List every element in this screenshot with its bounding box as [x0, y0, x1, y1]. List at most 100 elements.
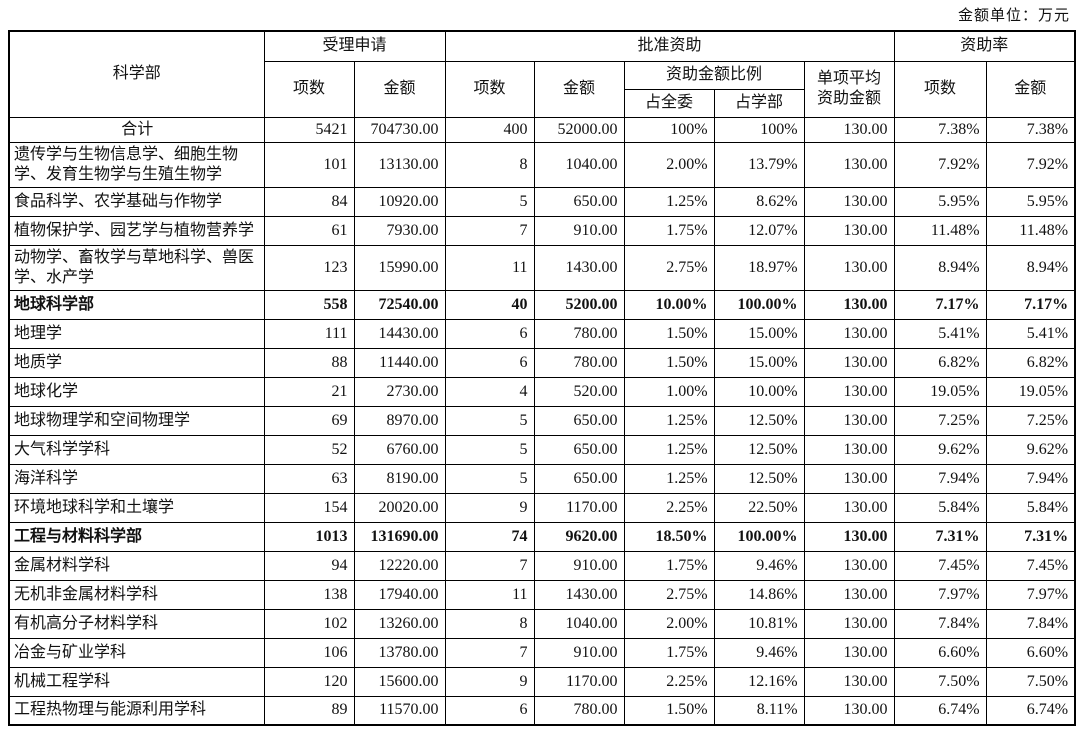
value-cell: 40 [444, 289, 535, 320]
value-cell: 130.00 [803, 289, 895, 320]
value-cell: 123 [263, 244, 355, 291]
value-cell: 650.00 [533, 434, 625, 465]
value-cell: 11.48% [893, 215, 987, 246]
value-cell: 130.00 [803, 318, 895, 349]
value-cell: 12220.00 [353, 550, 446, 581]
value-cell: 910.00 [533, 215, 625, 246]
value-cell: 7.38% [985, 116, 1076, 143]
value-cell: 6760.00 [353, 434, 446, 465]
dept-name-cell: 地球物理学和空间物理学 [8, 405, 265, 436]
value-cell: 11 [444, 244, 535, 291]
value-cell: 2730.00 [353, 376, 446, 407]
table-row: 大气科学学科 52 6760.00 5 650.00 1.25% 12.50% 130.00 9… [8, 434, 1076, 465]
value-cell: 89 [263, 695, 355, 726]
header-ratio-dept: 占学部 [713, 88, 805, 118]
value-cell: 138 [263, 579, 355, 610]
value-cell: 2.75% [623, 579, 715, 610]
value-cell: 21 [263, 376, 355, 407]
value-cell: 130.00 [803, 550, 895, 581]
header-dept: 科学部 [8, 30, 265, 118]
table-header: 科学部 受理申请 批准资助 资助率 项数 金额 项数 金额 资助金额比例 单项平… [8, 30, 1076, 118]
value-cell: 7.45% [893, 550, 987, 581]
value-cell: 1.00% [623, 376, 715, 407]
value-cell: 1040.00 [533, 141, 625, 188]
value-cell: 1.25% [623, 434, 715, 465]
value-cell: 704730.00 [353, 116, 446, 143]
value-cell: 2.00% [623, 141, 715, 188]
value-cell: 1.50% [623, 695, 715, 726]
value-cell: 5 [444, 186, 535, 217]
value-cell: 650.00 [533, 463, 625, 494]
value-cell: 111 [263, 318, 355, 349]
value-cell: 5 [444, 463, 535, 494]
value-cell: 1.25% [623, 405, 715, 436]
value-cell: 15600.00 [353, 666, 446, 697]
table-row: 动物学、畜牧学与草地科学、兽医学、水产学 123 15990.00 11 1430.00… [8, 244, 1076, 291]
header-approved-count: 项数 [444, 60, 535, 118]
section-row: 地球科学部 558 72540.00 40 5200.00 10.00% 100.00% 13… [8, 289, 1076, 320]
value-cell: 7.45% [985, 550, 1076, 581]
value-cell: 7.50% [985, 666, 1076, 697]
dept-name-cell: 合计 [8, 116, 265, 143]
table-row: 金属材料学科 94 12220.00 7 910.00 1.75% 9.46% 130.00 7… [8, 550, 1076, 581]
value-cell: 7.94% [893, 463, 987, 494]
value-cell: 7.31% [893, 521, 987, 552]
value-cell: 130.00 [803, 347, 895, 378]
value-cell: 7.92% [893, 141, 987, 188]
value-cell: 15.00% [713, 347, 805, 378]
dept-name-cell: 食品科学、农学基础与作物学 [8, 186, 265, 217]
value-cell: 106 [263, 637, 355, 668]
value-cell: 19.05% [985, 376, 1076, 407]
value-cell: 120 [263, 666, 355, 697]
value-cell: 10.81% [713, 608, 805, 639]
value-cell: 1.50% [623, 318, 715, 349]
value-cell: 130.00 [803, 463, 895, 494]
dept-name-cell: 工程热物理与能源利用学科 [8, 695, 265, 726]
value-cell: 19.05% [893, 376, 987, 407]
header-row-groups: 科学部 受理申请 批准资助 资助率 [8, 30, 1076, 118]
value-cell: 52000.00 [533, 116, 625, 143]
value-cell: 5 [444, 405, 535, 436]
value-cell: 1.50% [623, 347, 715, 378]
value-cell: 9.62% [893, 434, 987, 465]
value-cell: 130.00 [803, 116, 895, 143]
value-cell: 650.00 [533, 186, 625, 217]
value-cell: 558 [263, 289, 355, 320]
value-cell: 780.00 [533, 347, 625, 378]
value-cell: 61 [263, 215, 355, 246]
value-cell: 9620.00 [533, 521, 625, 552]
header-group-accepted: 受理申请 [263, 30, 446, 62]
value-cell: 4 [444, 376, 535, 407]
value-cell: 7.84% [985, 608, 1076, 639]
table-row: 冶金与矿业学科 106 13780.00 7 910.00 1.75% 9.46% 130.0… [8, 637, 1076, 668]
value-cell: 94 [263, 550, 355, 581]
value-cell: 7.94% [985, 463, 1076, 494]
value-cell: 2.75% [623, 244, 715, 291]
value-cell: 6 [444, 695, 535, 726]
value-cell: 8.11% [713, 695, 805, 726]
value-cell: 130.00 [803, 186, 895, 217]
value-cell: 52 [263, 434, 355, 465]
value-cell: 780.00 [533, 318, 625, 349]
value-cell: 5.95% [985, 186, 1076, 217]
value-cell: 11440.00 [353, 347, 446, 378]
value-cell: 6.74% [893, 695, 987, 726]
value-cell: 9 [444, 666, 535, 697]
value-cell: 8 [444, 141, 535, 188]
table-row: 无机非金属材料学科 138 17940.00 11 1430.00 2.75% 14.86%… [8, 579, 1076, 610]
section-row: 工程与材料科学部 1013 131690.00 74 9620.00 18.50% 100.… [8, 521, 1076, 552]
value-cell: 8970.00 [353, 405, 446, 436]
table-row: 地质学 88 11440.00 6 780.00 1.50% 15.00% 130.00 6.8… [8, 347, 1076, 378]
value-cell: 20020.00 [353, 492, 446, 523]
value-cell: 13780.00 [353, 637, 446, 668]
value-cell: 7930.00 [353, 215, 446, 246]
value-cell: 6.60% [893, 637, 987, 668]
dept-name-cell: 金属材料学科 [8, 550, 265, 581]
value-cell: 100.00% [713, 521, 805, 552]
value-cell: 10920.00 [353, 186, 446, 217]
value-cell: 130.00 [803, 492, 895, 523]
value-cell: 15.00% [713, 318, 805, 349]
value-cell: 1040.00 [533, 608, 625, 639]
value-cell: 6.82% [893, 347, 987, 378]
